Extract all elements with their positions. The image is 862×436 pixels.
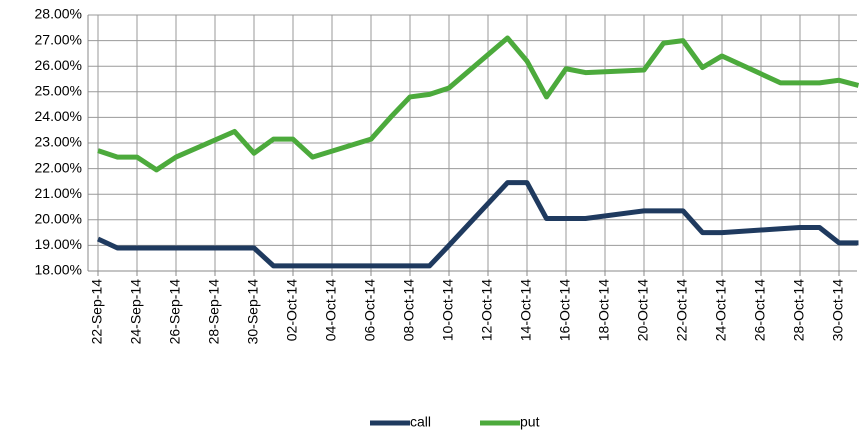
legend-label: put [520, 414, 540, 430]
y-tick-label: 25.00% [35, 83, 82, 99]
y-tick-label: 22.00% [35, 159, 82, 175]
x-tick-label: 10-Oct-14 [440, 279, 456, 341]
x-tick-label: 28-Oct-14 [791, 279, 807, 341]
y-tick-label: 18.00% [35, 262, 82, 278]
y-tick-label: 21.00% [35, 185, 82, 201]
x-tick-label: 08-Oct-14 [401, 279, 417, 341]
x-tick-label: 22-Oct-14 [674, 279, 690, 341]
y-tick-label: 26.00% [35, 57, 82, 73]
x-tick-label: 02-Oct-14 [284, 279, 300, 341]
y-tick-label: 28.00% [35, 6, 82, 22]
x-tick-label: 12-Oct-14 [479, 279, 495, 341]
x-tick-label: 28-Sep-14 [206, 279, 222, 345]
x-tick-label: 24-Sep-14 [128, 279, 144, 345]
x-tick-label: 26-Oct-14 [752, 279, 768, 341]
y-tick-label: 19.00% [35, 236, 82, 252]
x-tick-label: 06-Oct-14 [362, 279, 378, 341]
x-tick-label: 16-Oct-14 [557, 279, 573, 341]
x-tick-label: 24-Oct-14 [713, 279, 729, 341]
x-tick-label: 22-Sep-14 [89, 279, 105, 345]
x-tick-label: 20-Oct-14 [635, 279, 651, 341]
y-tick-label: 27.00% [35, 31, 82, 47]
x-tick-label: 14-Oct-14 [518, 279, 534, 341]
line-series [97, 35, 859, 173]
y-tick-label: 23.00% [35, 134, 82, 150]
legend-label: call [410, 414, 431, 430]
x-tick-label: 18-Oct-14 [596, 279, 612, 341]
line-series [96, 180, 859, 269]
x-tick-label: 30-Oct-14 [830, 279, 846, 341]
y-tick-label: 20.00% [35, 211, 82, 227]
y-tick-label: 24.00% [35, 108, 82, 124]
x-tick-label: 04-Oct-14 [323, 279, 339, 341]
x-tick-label: 26-Sep-14 [167, 279, 183, 345]
x-tick-label: 30-Sep-14 [245, 279, 261, 345]
